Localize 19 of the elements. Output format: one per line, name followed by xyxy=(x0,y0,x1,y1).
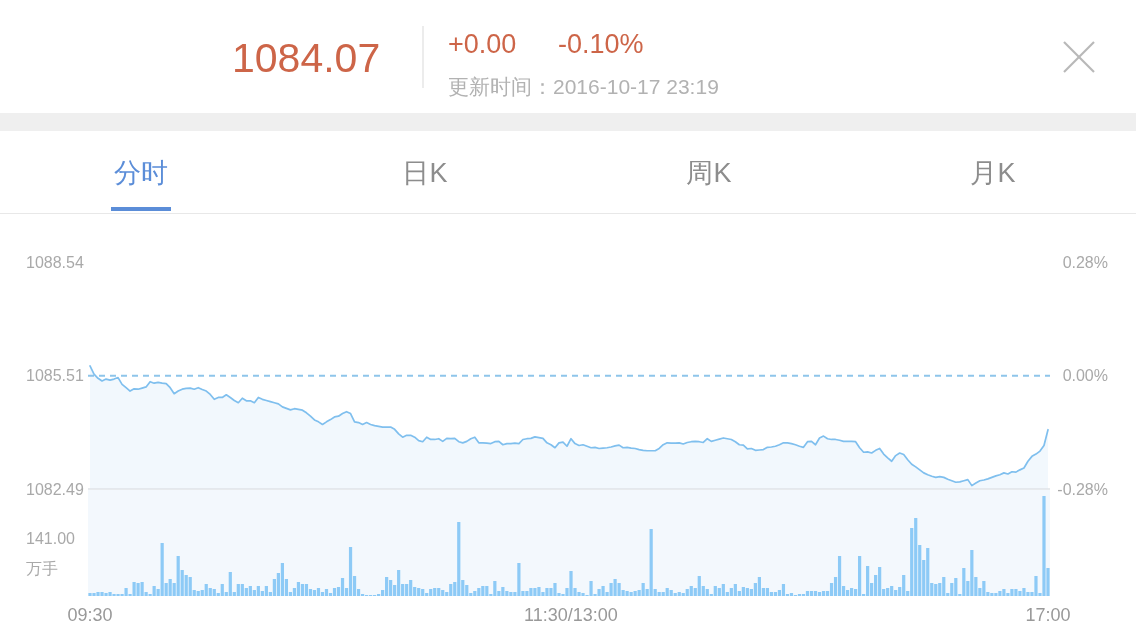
y2-tick: 0.28% xyxy=(1062,253,1108,271)
title: 1084.07 xyxy=(232,35,381,81)
x-tick: 17:00 xyxy=(1025,605,1071,625)
y2-tick: -0.28% xyxy=(1057,480,1108,498)
annotation: 月K xyxy=(970,158,1016,188)
annotation: 141.00 xyxy=(26,529,75,547)
y2-tick: 0.00% xyxy=(1062,367,1108,384)
annotation: +0.00 xyxy=(448,29,517,59)
y-tick: 1088.54 xyxy=(26,253,84,271)
y-tick: 1082.49 xyxy=(26,480,84,498)
annotation: 周K xyxy=(686,158,732,188)
y-tick: 1085.51 xyxy=(26,367,84,385)
x-tick: 09:30 xyxy=(67,605,113,625)
x-tick: 11:30/13:00 xyxy=(524,605,618,625)
ylabel: 万手 xyxy=(26,559,58,577)
annotation: -0.10% xyxy=(558,29,644,59)
annotation: 日K xyxy=(402,158,448,188)
annotation: 更新时间：2016-10-17 23:19 xyxy=(448,75,719,98)
annotation: 分时 xyxy=(114,158,168,188)
